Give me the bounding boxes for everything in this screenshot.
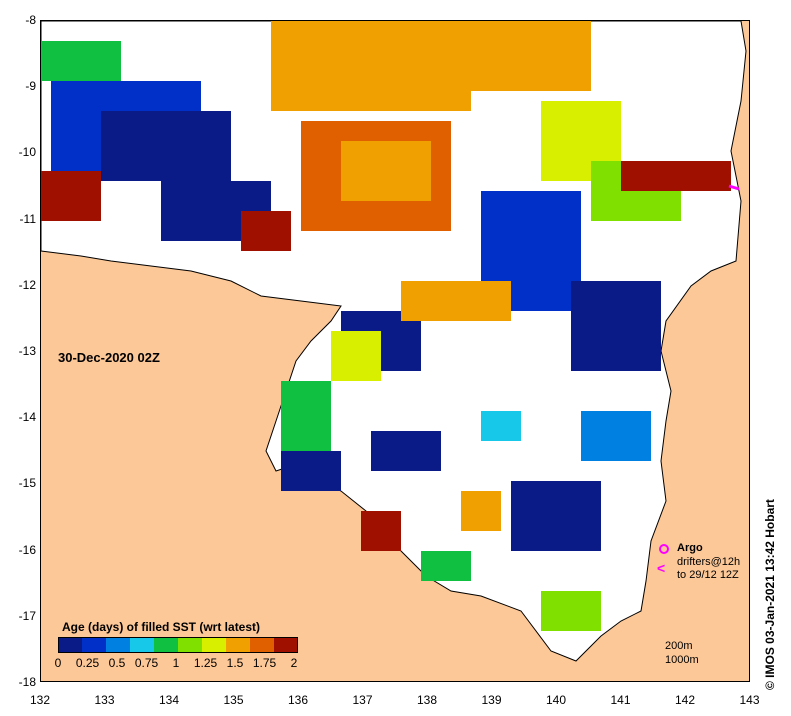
colorbar-tick-label: 2	[290, 656, 298, 670]
x-tick-label: 137	[352, 693, 373, 707]
colorbar-border	[58, 637, 298, 653]
y-tick-label: -9	[25, 79, 36, 94]
x-tick-label: 141	[610, 693, 631, 707]
x-tick-label: 143	[739, 693, 760, 707]
credit-text: © IMOS 03-Jan-2021 13:42 Hobart	[763, 499, 777, 690]
drifter-arrow-icon: <	[657, 560, 666, 576]
y-tick-label: -18	[18, 675, 36, 689]
y-tick-label: -11	[19, 211, 36, 226]
colorbar-segment	[250, 637, 275, 653]
x-tick-label: 133	[94, 693, 115, 707]
colorbar-tick-label: 1.25	[193, 656, 218, 670]
sst-age-patches	[41, 21, 731, 631]
drifter-track	[728, 184, 740, 191]
argo-label: Argo	[677, 542, 703, 554]
colorbar-segment	[58, 637, 83, 653]
colorbar-segment	[106, 637, 131, 653]
colorbar-segment	[178, 637, 203, 653]
map-area[interactable]	[40, 20, 750, 682]
x-tick-label: 132	[29, 693, 51, 707]
y-tick-label: -15	[18, 476, 36, 491]
colorbar-tick-label: 0.75	[134, 656, 159, 670]
colorbar-segment	[82, 637, 107, 653]
y-tick-label: -12	[18, 277, 36, 292]
colorbar-segment	[154, 637, 179, 653]
x-tick-label: 136	[287, 693, 309, 707]
argo-marker-icon	[659, 544, 669, 554]
drifters-label: drifters@12h	[677, 556, 741, 568]
colorbar-segment	[202, 637, 227, 653]
contour-1000-label: 1000m	[665, 654, 699, 666]
y-tick-label: -13	[18, 344, 36, 358]
colorbar-tick-label: 1	[172, 656, 180, 670]
x-tick-label: 139	[481, 693, 502, 707]
x-tick-label: 138	[416, 693, 438, 707]
x-tick-label: 142	[674, 693, 696, 707]
y-tick-label: -17	[18, 608, 36, 623]
sst-map	[41, 21, 749, 681]
colorbar-segment	[226, 637, 251, 653]
x-tick-label: 135	[223, 693, 244, 707]
y-tick-label: -16	[18, 542, 36, 557]
drifters-range: to 29/12 12Z	[677, 569, 739, 581]
colorbar-title: Age (days) of filled SST (wrt latest)	[62, 620, 261, 634]
y-tick-label: -10	[18, 145, 36, 160]
y-tick-label: -14	[18, 410, 36, 425]
colorbar	[58, 637, 298, 653]
contour-200-label: 200m	[665, 640, 693, 652]
colorbar-tick-label: 0.25	[75, 656, 100, 670]
y-tick-label: -8	[25, 13, 36, 27]
colorbar-tick-label: 1.75	[252, 656, 277, 670]
colorbar-tick-label: 0	[54, 656, 62, 670]
colorbar-segment	[130, 637, 155, 653]
x-tick-label: 134	[158, 693, 180, 707]
colorbar-segment	[274, 637, 298, 653]
colorbar-tick-label: 1.5	[226, 656, 244, 670]
colorbar-tick-label: 0.5	[108, 656, 126, 670]
x-tick-label: 140	[545, 693, 567, 707]
date-label: 30-Dec-2020 02Z	[58, 350, 160, 365]
